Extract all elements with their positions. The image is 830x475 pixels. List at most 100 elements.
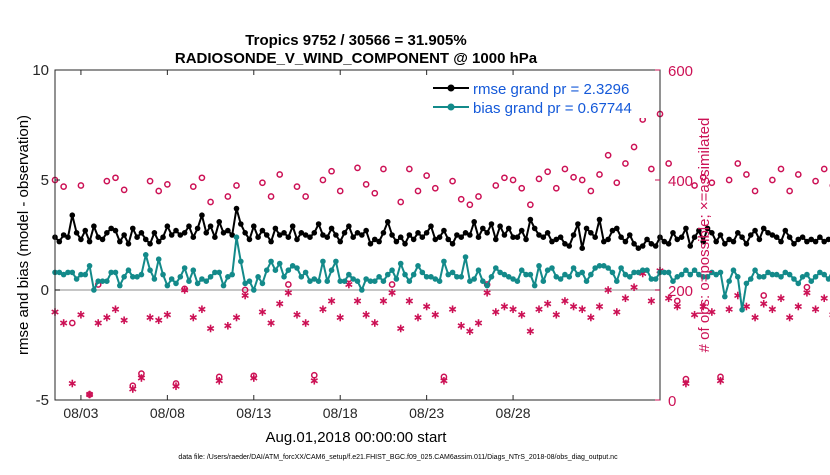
y-right-tick-label: 200 <box>668 283 693 300</box>
obs-assimilated-point <box>760 300 767 308</box>
x-tick-label: 08/13 <box>236 405 271 421</box>
rmse-point <box>273 226 279 232</box>
rmse-point <box>420 234 426 240</box>
obs-assimilated-point <box>821 294 828 302</box>
rmse-point <box>631 241 637 247</box>
rmse-point <box>437 234 443 240</box>
rmse-point <box>597 217 603 223</box>
bias-point <box>476 267 482 273</box>
rmse-point <box>402 241 408 247</box>
bias-point <box>182 265 188 271</box>
rmse-point <box>294 237 300 243</box>
rmse-point <box>186 223 192 229</box>
obs-possible-point <box>822 166 827 171</box>
bias-point <box>614 278 620 284</box>
rmse-point <box>251 223 257 229</box>
bias-point <box>165 283 171 289</box>
rmse-point <box>450 241 456 247</box>
rmse-point <box>618 234 624 240</box>
rmse-point <box>363 228 369 234</box>
rmse-point <box>247 237 253 243</box>
rmse-point <box>623 239 629 245</box>
y-right-tick-label: 0 <box>668 393 676 410</box>
rmse-point <box>346 223 352 229</box>
bias-point <box>346 272 352 278</box>
bias-point <box>735 274 741 280</box>
rmse-point <box>87 239 93 245</box>
bias-point <box>795 281 801 287</box>
bias-point <box>588 272 594 278</box>
bias-point <box>571 265 577 271</box>
y-left-tick-label: 0 <box>41 282 49 299</box>
rmse-point <box>286 234 292 240</box>
rmse-point <box>212 234 218 240</box>
y-axis-label-right: # of obs: o=possible; ×=assimilated <box>696 118 713 353</box>
bias-point <box>450 270 456 276</box>
rmse-point <box>195 226 201 232</box>
bias-point <box>411 272 417 278</box>
bias-point <box>739 307 745 313</box>
bias-point <box>584 278 590 284</box>
bias-point <box>264 267 270 273</box>
rmse-point <box>398 234 404 240</box>
rmse-point <box>216 219 222 225</box>
rmse-point <box>307 234 313 240</box>
chart-title-line1: Tropics 9752 / 30566 = 31.905% <box>245 32 466 49</box>
bias-point <box>294 265 300 271</box>
x-tick-label: 08/18 <box>323 405 358 421</box>
x-tick-label: 08/08 <box>150 405 185 421</box>
bias-point <box>484 283 490 289</box>
rmse-point <box>225 228 231 234</box>
bias-point <box>398 261 404 267</box>
rmse-point <box>234 206 240 212</box>
bias-point <box>679 272 685 278</box>
bias-point <box>532 283 538 289</box>
rmse-point <box>126 241 132 247</box>
bias-point <box>87 263 93 269</box>
rmse-point <box>592 234 598 240</box>
rmse-point <box>502 232 508 238</box>
obs-assimilated-point <box>674 303 681 311</box>
bias-point <box>195 281 201 287</box>
rmse-point <box>316 221 322 227</box>
bias-point <box>407 278 413 284</box>
bias-point <box>221 283 227 289</box>
rmse-point <box>791 241 797 247</box>
bias-point <box>376 274 382 280</box>
bias-point <box>303 270 309 276</box>
y-right-tick-label: 400 <box>668 173 693 190</box>
rmse-point <box>255 234 261 240</box>
rmse-point <box>497 223 503 229</box>
bias-point <box>558 276 564 282</box>
rmse-point <box>722 241 728 247</box>
rmse-point <box>260 228 266 234</box>
rmse-point <box>627 232 633 238</box>
bias-point <box>82 272 88 278</box>
bias-point <box>804 272 810 278</box>
rmse-point <box>566 243 572 249</box>
rmse-point <box>173 228 179 234</box>
rmse-point <box>428 223 434 229</box>
bias-point <box>579 270 585 276</box>
bias-point <box>152 276 158 282</box>
rmse-point <box>57 239 63 245</box>
rmse-point <box>69 212 75 218</box>
obs-assimilated-point <box>804 289 811 297</box>
bias-point <box>359 287 365 293</box>
rmse-point <box>143 237 149 243</box>
rmse-point <box>713 239 719 245</box>
bias-point <box>178 274 184 280</box>
bias-point <box>74 276 80 282</box>
bias-point <box>480 278 486 284</box>
rmse-point <box>571 232 577 238</box>
rmse-point <box>480 226 486 232</box>
legend-rmse-label: rmse grand pr = 2.3296 <box>473 81 629 98</box>
rmse-point <box>407 232 413 238</box>
bias-point <box>329 267 335 273</box>
rmse-point <box>165 223 171 229</box>
bias-point <box>458 274 464 280</box>
bias-point <box>238 259 244 265</box>
rmse-point <box>78 237 84 243</box>
rmse-point <box>389 232 395 238</box>
